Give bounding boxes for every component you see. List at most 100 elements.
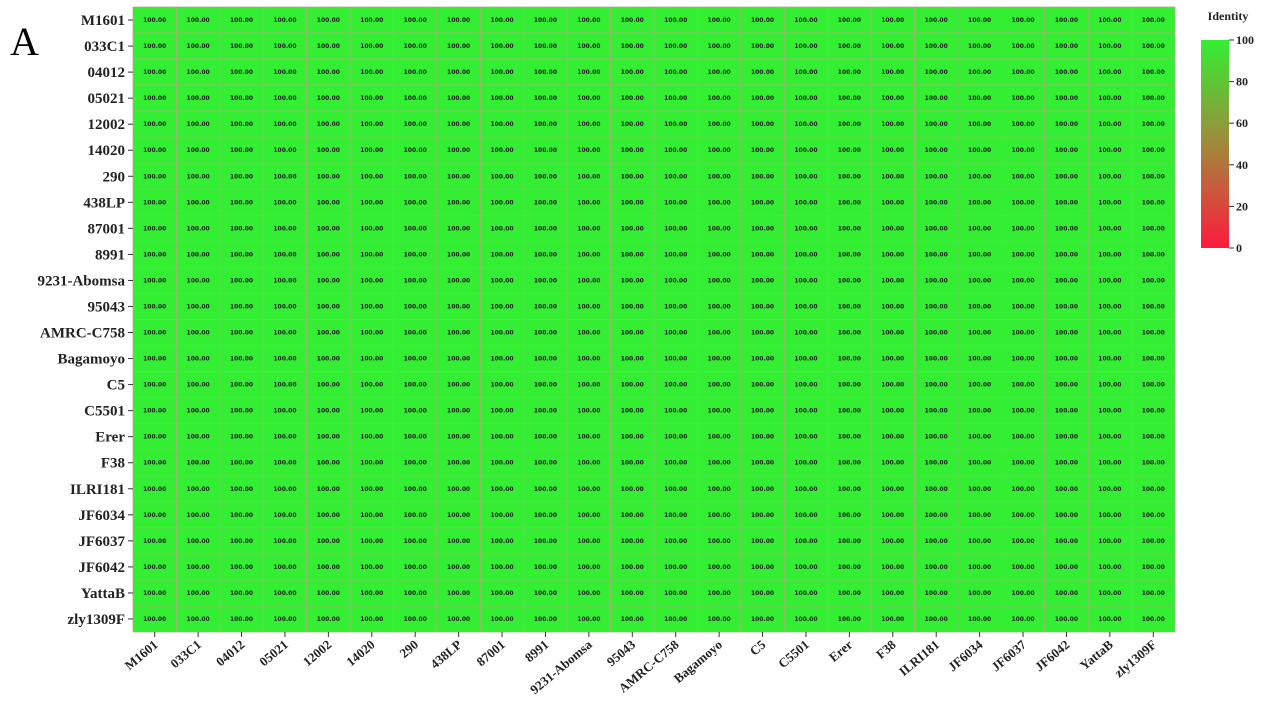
heatmap-cell: [957, 32, 1002, 60]
cell-value-label: 100.00: [577, 251, 600, 258]
cell-value-label: 100.00: [1142, 330, 1165, 337]
cell-value-label: 100.00: [881, 95, 904, 102]
cell-value-label: 100.00: [1055, 330, 1078, 337]
cell-value-label: 100.00: [1142, 590, 1165, 597]
cell-value-label: 100.00: [143, 251, 166, 258]
heatmap-cell: [132, 475, 177, 503]
row-label: 8991: [95, 247, 125, 263]
heatmap-cell: [1044, 241, 1089, 268]
cell-value-label: 100.00: [447, 616, 470, 623]
heatmap-cell: [1044, 136, 1089, 164]
cell-value-label: 100.00: [1142, 564, 1165, 571]
cell-value-label: 100.00: [273, 408, 296, 415]
heatmap-cell: [349, 605, 394, 633]
heatmap-cell: [827, 579, 872, 607]
heatmap-cell: [479, 371, 525, 398]
heatmap-cell: [740, 345, 785, 372]
heatmap-cell: [1131, 136, 1176, 164]
cell-value-label: 100.00: [577, 460, 600, 467]
heatmap-cell: [697, 32, 742, 60]
panel-label: A: [10, 19, 39, 64]
heatmap-cell: [697, 501, 742, 529]
heatmap-cell: [827, 32, 872, 60]
cell-value-label: 100.00: [1142, 121, 1165, 128]
heatmap-cell: [1131, 605, 1176, 633]
colorbar-tick-label: 80: [1236, 75, 1248, 89]
cell-value-label: 100.00: [187, 538, 210, 545]
cell-value-label: 100.00: [143, 43, 166, 50]
cell-value-label: 100.00: [925, 460, 948, 467]
heatmap-cell: [262, 110, 308, 138]
heatmap-cell: [219, 527, 264, 555]
heatmap-cell: [914, 423, 959, 451]
heatmap-cell: [132, 501, 177, 529]
heatmap-cell: [219, 214, 264, 242]
heatmap-cell: [870, 188, 915, 216]
heatmap-cell: [479, 267, 525, 294]
cell-value-label: 100.00: [838, 538, 861, 545]
cell-value-label: 100.00: [708, 356, 731, 363]
cell-value-label: 100.00: [881, 251, 904, 258]
cell-value-label: 100.00: [751, 382, 774, 389]
cell-value-label: 100.00: [794, 199, 817, 206]
heatmap-cell: [740, 579, 785, 607]
row-label: 9231-Abomsa: [37, 273, 125, 289]
cell-value-label: 100.00: [1098, 69, 1121, 76]
heatmap-cell: [566, 501, 611, 529]
heatmap-cell: [566, 371, 611, 398]
row-label: JF6042: [78, 560, 125, 576]
cell-value-label: 100.00: [317, 590, 340, 597]
cell-value-label: 100.00: [230, 147, 253, 154]
heatmap-cell: [349, 423, 394, 451]
cell-value-label: 100.00: [534, 590, 557, 597]
heatmap-cell: [827, 345, 872, 372]
cell-value-label: 100.00: [794, 173, 817, 180]
column-label: 290: [397, 637, 422, 661]
cell-value-label: 100.00: [838, 330, 861, 337]
heatmap-cell: [1087, 397, 1132, 425]
cell-value-label: 100.00: [968, 43, 991, 50]
heatmap-cell: [1044, 32, 1089, 60]
cell-value-label: 100.00: [664, 17, 687, 24]
cell-value-label: 100.00: [360, 251, 383, 258]
heatmap-cell: [827, 162, 872, 190]
cell-value-label: 100.00: [881, 330, 904, 337]
cell-value-label: 100.00: [317, 486, 340, 493]
colorbar-tick-label: 40: [1236, 158, 1248, 172]
cell-value-label: 100.00: [187, 17, 210, 24]
heatmap-cell: [1000, 553, 1046, 581]
row-label: Erer: [95, 430, 125, 446]
cell-value-label: 100.00: [360, 538, 383, 545]
cell-value-label: 100.00: [404, 564, 427, 571]
heatmap-cell: [827, 371, 872, 398]
heatmap-cell: [393, 84, 438, 112]
heatmap-cell: [262, 553, 308, 581]
cell-value-label: 100.00: [838, 121, 861, 128]
heatmap-cell: [1044, 397, 1089, 425]
heatmap-cell: [566, 241, 611, 268]
cell-value-label: 100.00: [1098, 564, 1121, 571]
cell-value-label: 100.00: [273, 95, 296, 102]
column-label: JF6042: [1032, 637, 1073, 674]
cell-value-label: 100.00: [1098, 251, 1121, 258]
cell-value-label: 100.00: [447, 460, 470, 467]
cell-value-label: 100.00: [751, 251, 774, 258]
heatmap-cell: [566, 214, 611, 242]
cell-value-label: 100.00: [577, 564, 600, 571]
heatmap-cell: [1044, 501, 1089, 529]
cell-value-label: 100.00: [881, 17, 904, 24]
heatmap-cell: [697, 84, 742, 112]
cell-value-label: 100.00: [751, 486, 774, 493]
heatmap-cell: [436, 110, 481, 138]
cell-value-label: 100.00: [273, 512, 296, 519]
cell-value-label: 100.00: [317, 303, 340, 310]
cell-value-label: 100.00: [404, 303, 427, 310]
heatmap-cell: [349, 319, 394, 346]
heatmap-cell: [436, 58, 481, 86]
heatmap-cell: [783, 293, 829, 320]
heatmap-cell: [697, 475, 742, 503]
heatmap-cell: [566, 345, 611, 372]
row-label: 95043: [88, 299, 126, 315]
heatmap-cell: [219, 110, 264, 138]
cell-value-label: 100.00: [1011, 590, 1034, 597]
